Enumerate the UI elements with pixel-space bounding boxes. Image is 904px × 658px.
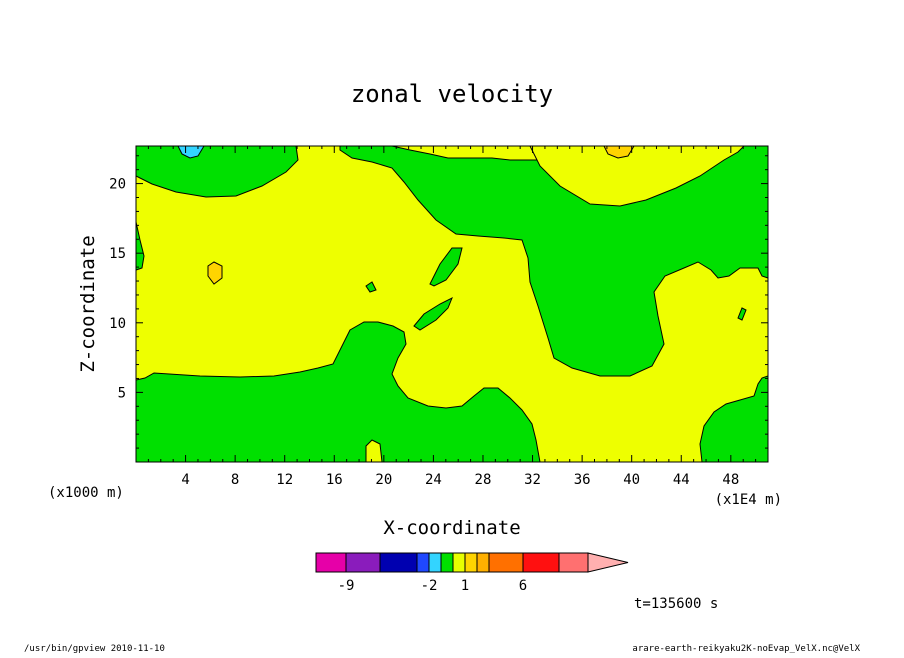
colorbar-cell xyxy=(440,552,454,573)
x-tick-label: 8 xyxy=(231,472,239,488)
y-axis-label: Z-coordinate xyxy=(77,235,99,372)
colorbar-cell xyxy=(558,552,589,573)
x-tick-label: 12 xyxy=(276,472,293,488)
x-tick-label: 4 xyxy=(181,472,189,488)
colorbar-cell xyxy=(416,552,430,573)
x-tick-label: 20 xyxy=(375,472,392,488)
colorbar-cell xyxy=(488,552,524,573)
x-unit-label: (x1E4 m) xyxy=(715,492,782,508)
colorbar-cell xyxy=(522,552,560,573)
colorbar-arrow xyxy=(587,552,629,573)
footer-right: arare-earth-reikyaku2K-noEvap_VelX.nc@Ve… xyxy=(632,644,860,654)
x-tick-label: 32 xyxy=(524,472,541,488)
time-label: t=135600 s xyxy=(634,596,718,612)
green-region-right xyxy=(339,145,769,377)
y-tick-label: 5 xyxy=(118,385,126,401)
plot-frame xyxy=(135,145,769,463)
colorbar-cell xyxy=(315,552,347,573)
x-tick-label: 40 xyxy=(623,472,640,488)
colorbar xyxy=(315,552,629,573)
y-unit-label: (x1000 m) xyxy=(48,485,124,501)
y-tick-label: 15 xyxy=(109,246,126,262)
colorbar-cell xyxy=(452,552,466,573)
yellow-cell-bottom xyxy=(365,439,383,463)
colorbar-cell xyxy=(345,552,381,573)
y-tick-label: 20 xyxy=(109,177,126,193)
colorbar-label: -9 xyxy=(338,578,355,594)
y-tick-label: 10 xyxy=(109,316,126,332)
x-axis-label: X-coordinate xyxy=(383,517,520,539)
green-region-top-left xyxy=(135,145,299,198)
green-region-bottom xyxy=(135,321,541,463)
plot-area xyxy=(135,145,769,463)
green-cell-3 xyxy=(365,281,377,293)
colorbar-cell xyxy=(476,552,490,573)
green-cell-1 xyxy=(429,247,463,287)
x-tick-label: 16 xyxy=(326,472,343,488)
y-axis-ticks: 5 10 15 20 xyxy=(109,155,768,449)
x-tick-label: 44 xyxy=(673,472,690,488)
green-cell-4 xyxy=(737,307,747,321)
colorbar-label: 6 xyxy=(519,578,527,594)
x-axis-ticks: 4 8 12 16 20 24 28 32 36 40 44 48 xyxy=(147,146,757,488)
colorbar-cell xyxy=(464,552,478,573)
colorbar-cell xyxy=(428,552,442,573)
green-cell-2 xyxy=(413,296,453,331)
x-tick-label: 48 xyxy=(722,472,739,488)
footer-left: /usr/bin/gpview 2010-11-10 xyxy=(24,644,165,654)
colorbar-label: 1 xyxy=(461,578,469,594)
x-tick-label: 36 xyxy=(574,472,591,488)
x-tick-label: 28 xyxy=(475,472,492,488)
colorbar-labels: -9 -2 1 6 xyxy=(338,578,528,594)
green-region-right-cut xyxy=(529,145,746,207)
x-tick-label: 24 xyxy=(425,472,442,488)
colorbar-cell xyxy=(379,552,418,573)
colorbar-label: -2 xyxy=(421,578,438,594)
orange-cell-1 xyxy=(207,261,223,285)
chart-title: zonal velocity xyxy=(351,80,553,108)
